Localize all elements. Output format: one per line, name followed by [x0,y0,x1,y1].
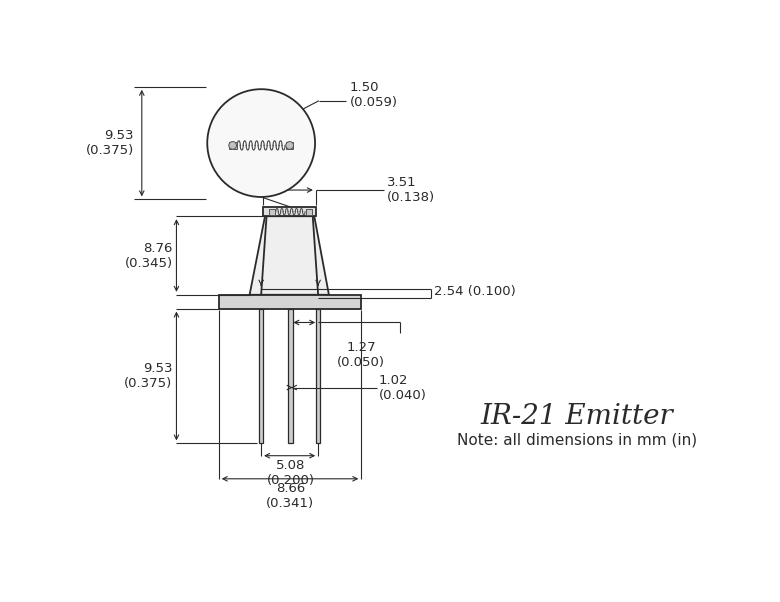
Text: 1.27
(0.050): 1.27 (0.050) [337,341,385,369]
Polygon shape [250,216,329,295]
Text: 9.53
(0.375): 9.53 (0.375) [86,129,134,157]
Bar [264,207,316,216]
Bar [219,295,361,309]
Bar [229,141,236,149]
Bar [285,141,293,149]
Text: 2.54 (0.100): 2.54 (0.100) [434,285,516,298]
Text: 5.08
(0.200): 5.08 (0.200) [267,459,314,487]
Text: 8.66
(0.341): 8.66 (0.341) [266,482,314,510]
Text: 1.02
(0.040): 1.02 (0.040) [379,374,427,402]
Bar [306,208,312,215]
Text: IR-21 Emitter: IR-21 Emitter [480,403,673,430]
Text: 9.53
(0.375): 9.53 (0.375) [124,362,172,390]
Bar [259,309,264,444]
Circle shape [285,141,293,149]
Text: 8.76
(0.345): 8.76 (0.345) [125,241,172,270]
Text: 1.50
(0.059): 1.50 (0.059) [349,81,398,108]
Text: 3.51
(0.138): 3.51 (0.138) [387,176,434,204]
Bar [316,309,321,444]
Bar [269,208,275,215]
Circle shape [229,141,236,149]
Text: Note: all dimensions in mm (in): Note: all dimensions in mm (in) [457,432,697,447]
Circle shape [207,89,315,197]
Bar [288,309,292,444]
